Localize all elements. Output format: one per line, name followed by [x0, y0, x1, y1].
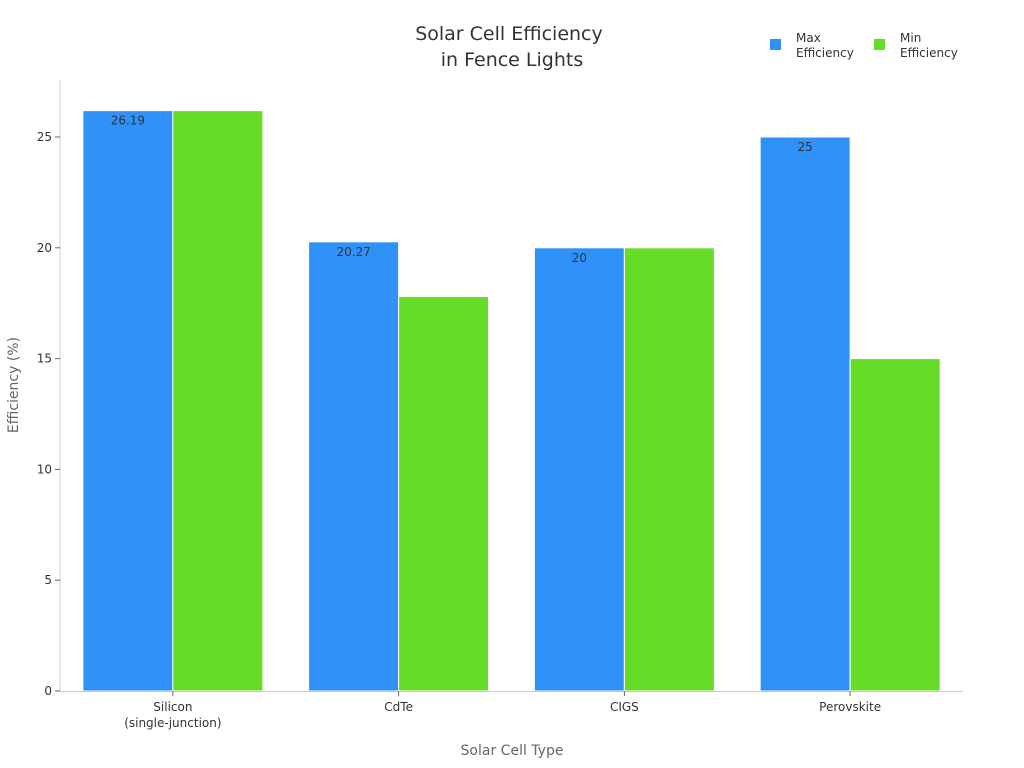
x-tick-label: CdTe — [384, 700, 413, 714]
y-tick-label: 25 — [37, 130, 52, 144]
bar-max-1 — [308, 241, 400, 692]
bar-max-0 — [82, 110, 174, 692]
y-tick-label: 0 — [44, 684, 52, 698]
data-label: 25 — [797, 140, 812, 154]
bar-min-1 — [398, 296, 490, 692]
x-tick-label: Perovskite — [819, 700, 881, 714]
data-labels: 26.19 20.27 20 25 — [111, 114, 813, 265]
x-tick-label-line: (single-junction) — [124, 716, 221, 730]
chart-title-line-1: Solar Cell Efficiency — [415, 23, 603, 45]
chart-title: Solar Cell Efficiency in Fence Lights — [415, 23, 609, 71]
legend-label-line: Min — [900, 31, 921, 45]
legend-label-1: Min Efficiency — [900, 31, 958, 60]
bars — [82, 110, 941, 692]
x-tick-label: Silicon (single-junction) — [124, 700, 221, 730]
x-tick-label-line: Silicon — [153, 700, 192, 714]
y-axis-title: Efficiency (%) — [6, 337, 22, 433]
bar-max-2 — [533, 247, 625, 692]
data-label: 20 — [572, 251, 587, 265]
data-label: 20.27 — [336, 245, 370, 259]
legend-label-line: Efficiency — [796, 46, 854, 60]
x-tick-label-line: Perovskite — [819, 700, 881, 714]
y-tick-label: 10 — [37, 462, 52, 476]
legend-swatch-1 — [874, 39, 885, 50]
bar-min-3 — [849, 358, 941, 692]
legend-label-line: Max — [796, 31, 821, 45]
bar-max-3 — [759, 136, 851, 692]
legend-label-line: Efficiency — [900, 46, 958, 60]
x-axis-ticks: Silicon (single-junction) CdTe CIGS Perovski… — [124, 691, 881, 730]
y-tick-label: 20 — [37, 241, 52, 255]
chart-title-line-2: in Fence Lights — [441, 49, 583, 71]
y-axis-ticks: 0 5 10 15 20 25 — [37, 130, 60, 698]
legend-swatch-0 — [770, 39, 781, 50]
y-tick-label: 15 — [37, 352, 52, 366]
legend-label-0: Max Efficiency — [796, 31, 854, 60]
data-label: 26.19 — [111, 114, 145, 128]
y-tick-label: 5 — [44, 573, 52, 587]
bar-min-2 — [623, 247, 715, 692]
x-tick-label-line: CIGS — [610, 700, 639, 714]
bar-min-0 — [172, 110, 264, 692]
x-tick-label: CIGS — [610, 700, 639, 714]
x-tick-label-line: CdTe — [384, 700, 413, 714]
x-axis-title: Solar Cell Type — [461, 743, 564, 759]
